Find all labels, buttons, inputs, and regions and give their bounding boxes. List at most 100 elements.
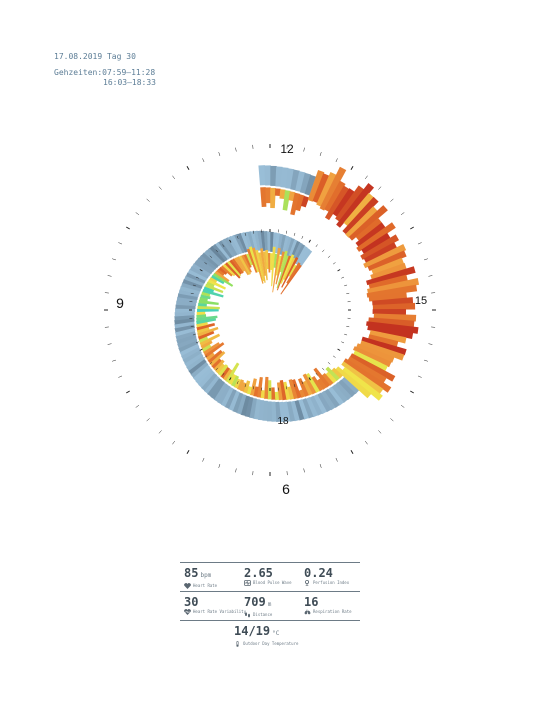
stat-temperature: 14/19 °C Outdoor Day Temperature <box>234 624 306 647</box>
inner-tick <box>204 262 208 265</box>
stats-row-3: 14/19 °C Outdoor Day Temperature <box>180 621 360 649</box>
heart-rate-bar <box>372 297 414 306</box>
inner-tick <box>285 386 288 390</box>
heart-rate-bar <box>214 270 230 283</box>
heart-rate-bar <box>236 379 245 391</box>
heart-rate-bar <box>202 342 221 355</box>
heart-rate-bar <box>197 308 219 312</box>
outer-tick <box>125 226 130 230</box>
temperature-segment <box>324 388 340 408</box>
heart-rate-bar <box>336 183 375 228</box>
temperature-segment <box>175 330 196 341</box>
heart-rate-bar <box>201 291 211 297</box>
stats-panel: 85 bpm Heart Rate 2.65 Blood Pulse Wave 0… <box>180 562 360 649</box>
heart-rate-bar <box>198 299 219 306</box>
temperature-segment <box>220 386 234 407</box>
stat-perfusion-index: 0.24 Perfusion Index <box>300 566 360 586</box>
heart-rate-bar <box>218 266 228 275</box>
heart-rate-bar <box>202 288 224 298</box>
inner-tick <box>341 276 345 279</box>
inner-tick <box>308 239 311 243</box>
temperature-segment <box>257 230 264 251</box>
outer-tick <box>417 375 422 378</box>
blood-pulse-wave-value: 2.65 <box>244 566 273 580</box>
outer-tick <box>218 152 221 157</box>
heart-rate-bar <box>301 195 310 208</box>
respiration-rate-label: Respiration Rate <box>313 609 352 614</box>
outer-tick <box>146 418 150 422</box>
outer-tick <box>400 212 405 215</box>
heart-rate-bar <box>279 250 288 273</box>
hour-label-18: 18 <box>277 416 289 427</box>
outer-tick <box>107 343 112 345</box>
temperature-unit: °C <box>272 630 280 637</box>
inner-tick <box>215 249 218 253</box>
outer-tick <box>428 343 433 345</box>
outer-tick <box>235 468 237 473</box>
outer-tick <box>218 463 221 468</box>
inner-tick <box>190 292 194 295</box>
inner-tick <box>222 244 225 248</box>
outer-tick <box>319 463 322 468</box>
temperature-segment <box>194 260 213 275</box>
heart-rate-bar <box>246 253 253 266</box>
temperature-segment <box>189 266 210 279</box>
temperature-segment <box>213 382 228 402</box>
outer-tick <box>378 430 382 434</box>
inner-tick <box>222 372 225 376</box>
hour-label-15: 15 <box>415 295 427 307</box>
heart-rate-bar <box>276 255 289 289</box>
heart-rate-bar <box>234 257 245 272</box>
temperature-segment <box>298 249 313 268</box>
temperature-segment <box>186 355 205 371</box>
heart-rate-bar <box>321 372 334 386</box>
blood-pulse-wave-label: Blood Pulse Wave <box>253 580 292 585</box>
heart-rate-bar <box>363 244 407 269</box>
temperature-segment <box>210 380 225 400</box>
heart-rate-bar <box>319 166 347 211</box>
temperature-segment <box>174 327 196 337</box>
heart-rate-bar <box>203 286 215 293</box>
heart-rate-bar <box>236 256 250 276</box>
inner-tick <box>344 333 348 336</box>
heart-rate-bar <box>371 257 405 275</box>
temperature-segment <box>191 263 211 277</box>
temperature-segment <box>232 392 244 413</box>
outer-tick <box>350 165 354 170</box>
heart-rate-bar <box>199 333 221 346</box>
inner-tick <box>344 284 348 287</box>
temperature-segment <box>198 254 217 270</box>
temperature-segment <box>244 396 254 418</box>
heart-rate-bar <box>283 257 296 281</box>
outer-tick <box>146 198 150 202</box>
temperature-segment <box>243 231 253 252</box>
inner-tick <box>229 377 232 381</box>
heart-rate-bar <box>263 376 269 399</box>
heart-rate-bar <box>196 322 216 331</box>
heart-rate-bar <box>302 380 313 396</box>
heart-rate-bar <box>302 373 317 395</box>
temperature-segment <box>175 308 196 313</box>
heart-rate-bar <box>283 381 291 401</box>
heart-rate-bar <box>372 302 416 310</box>
outer-tick <box>172 175 175 180</box>
inner-tick <box>337 269 341 272</box>
temperature-segment <box>282 401 291 423</box>
temperature-segment <box>263 231 269 252</box>
outer-tick <box>158 186 162 190</box>
heart-rate-bar <box>260 248 267 276</box>
inner-tick <box>252 230 255 234</box>
temperature-segment <box>179 285 201 295</box>
temperature-segment <box>174 321 195 329</box>
temperature-segment <box>290 400 300 422</box>
heart-rate-bar <box>227 260 242 277</box>
heart-rate-bar <box>246 386 253 395</box>
outer-tick <box>400 405 405 408</box>
temperature-segment <box>185 272 206 284</box>
heart-rate-bar <box>295 194 305 212</box>
heart-rate-bar <box>265 249 269 270</box>
heart-rate-bar <box>197 330 215 340</box>
heart-rate-bar <box>363 242 398 263</box>
temperature-segment <box>247 231 256 252</box>
heart-rate-bar <box>288 264 297 277</box>
